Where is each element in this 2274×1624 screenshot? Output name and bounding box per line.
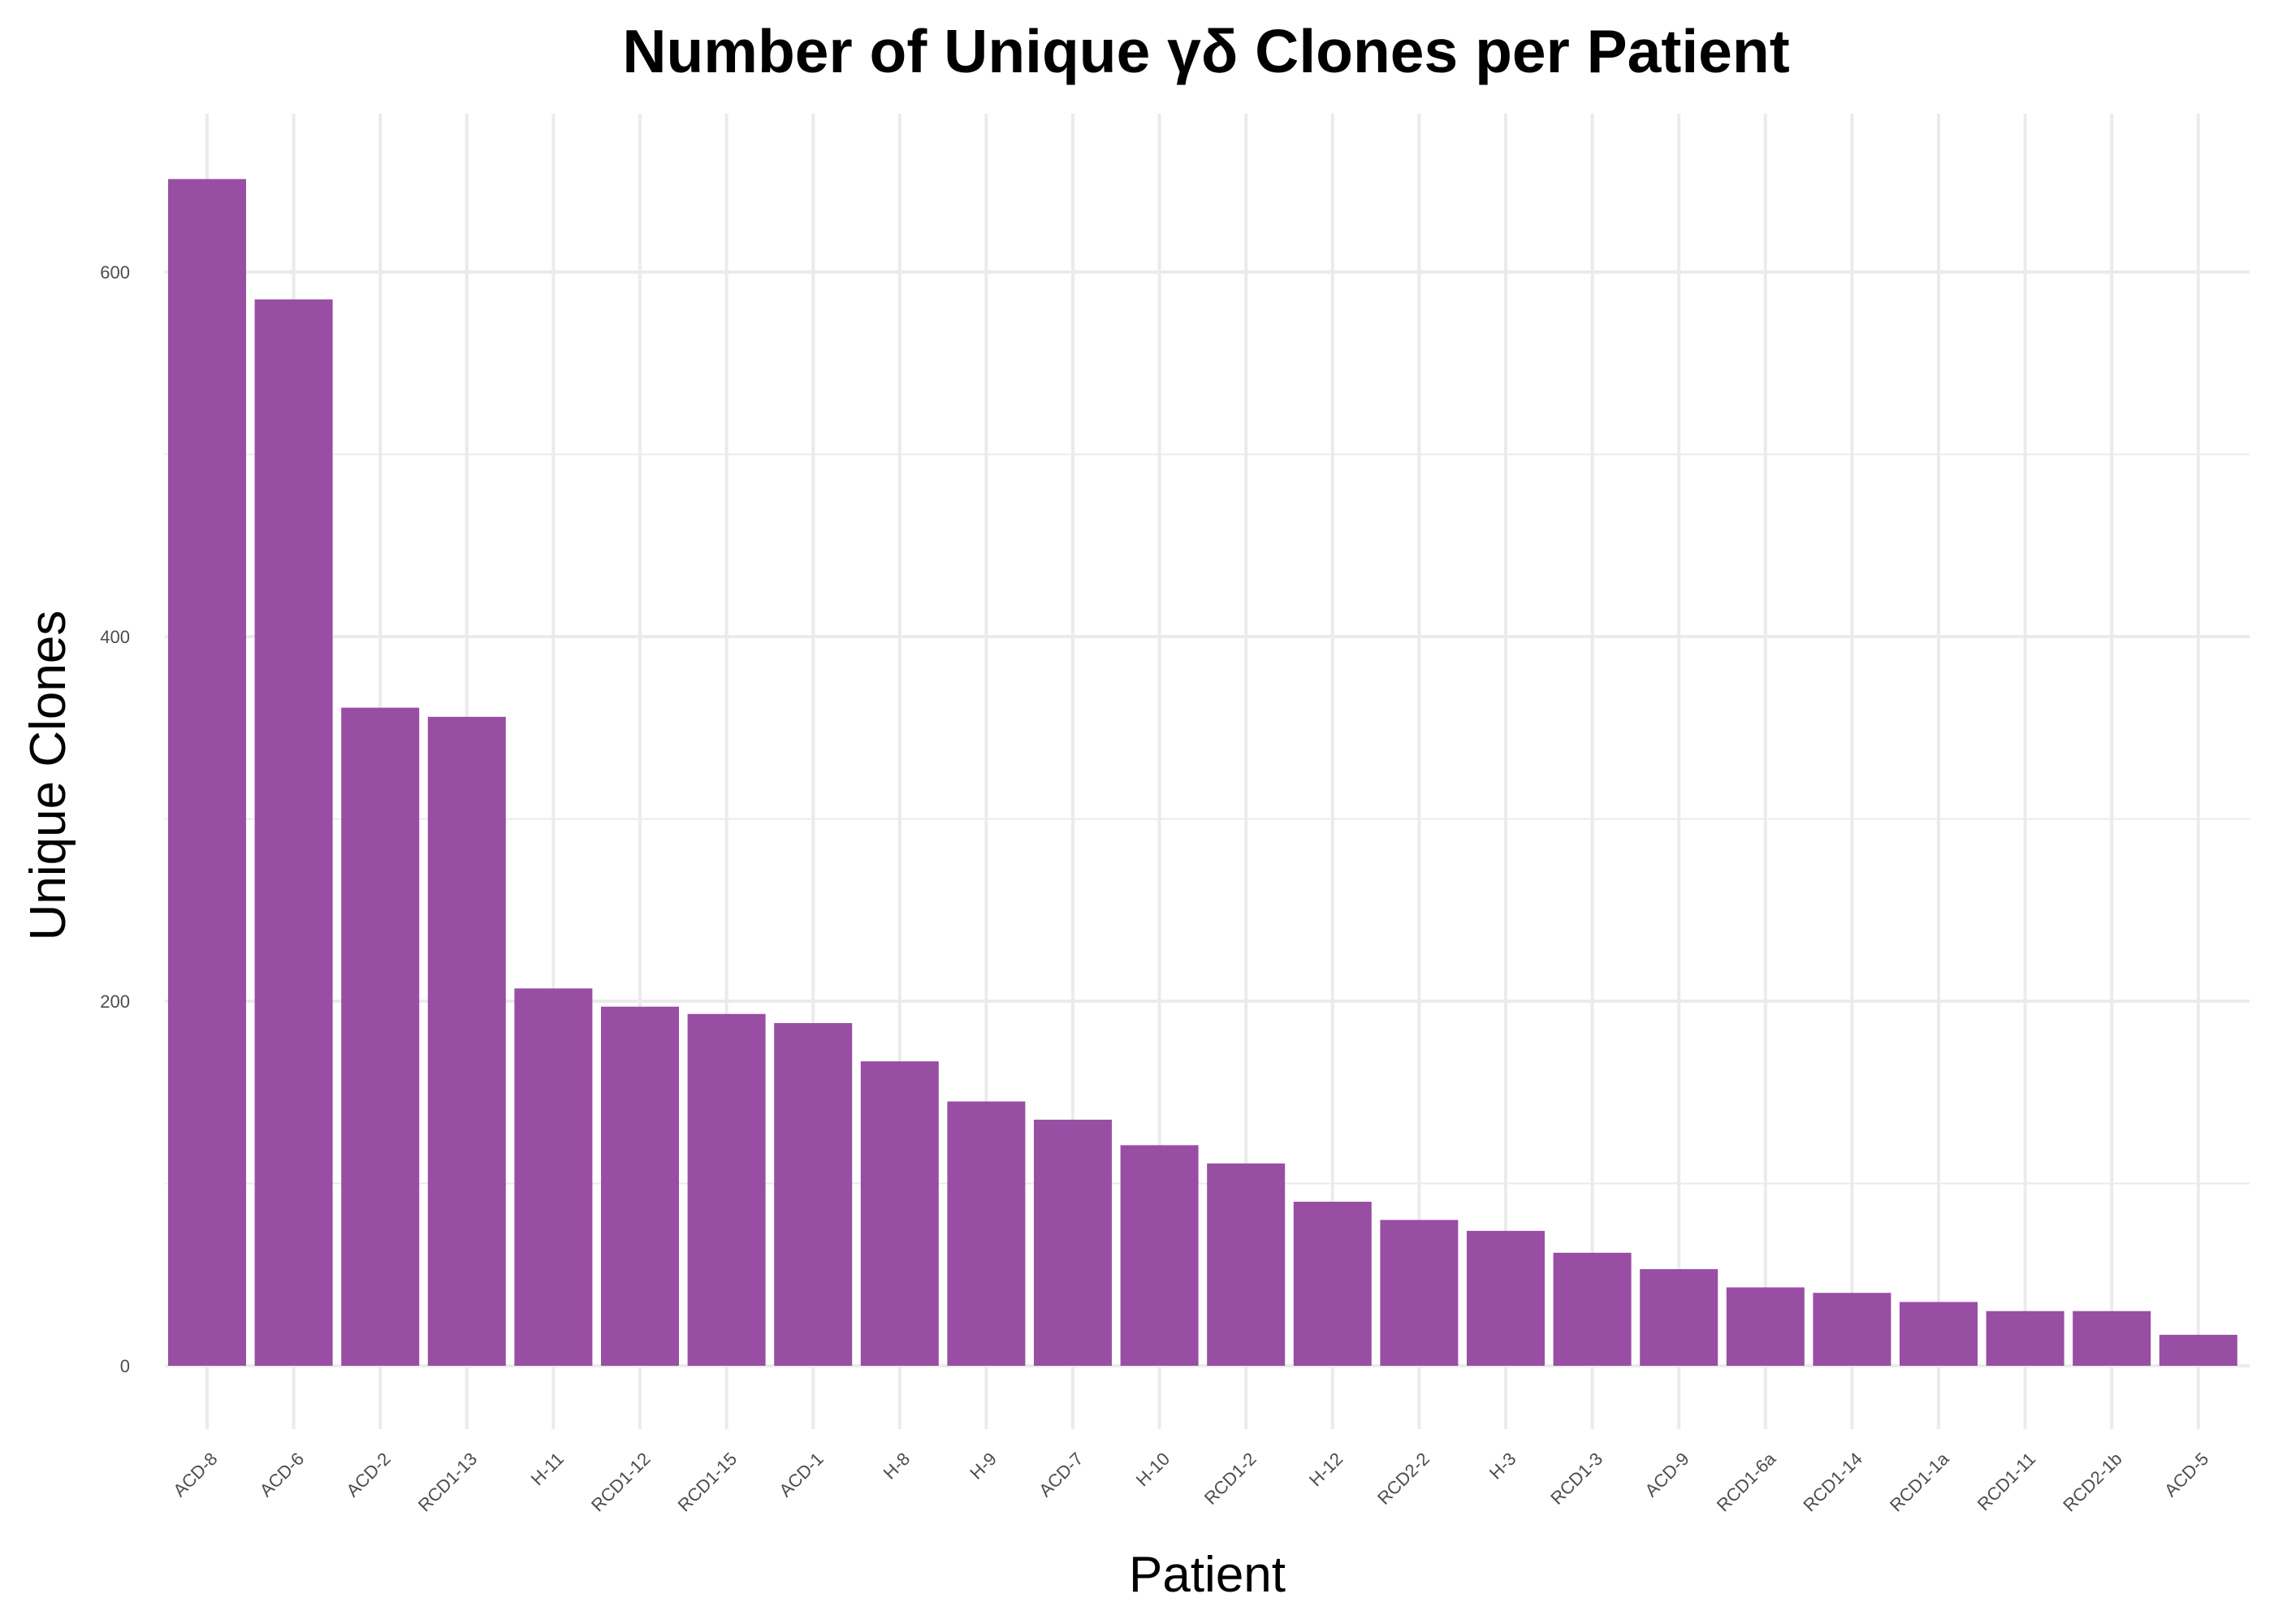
bar-H-9 — [947, 1101, 1026, 1366]
bar-ACD-1 — [774, 1022, 853, 1366]
x-tick-label: RCD2-2 — [1373, 1449, 1433, 1509]
x-tick-label: RCD1-3 — [1546, 1449, 1606, 1509]
y-tick-label: 200 — [100, 991, 130, 1012]
x-tick-label: RCD1-2 — [1200, 1449, 1260, 1509]
x-tick-label: H-8 — [880, 1449, 914, 1484]
bar-ACD-2 — [341, 707, 420, 1366]
x-tick-label: RCD1-1a — [1886, 1448, 1953, 1515]
bar-RCD2-2 — [1380, 1220, 1459, 1366]
x-tick-label: ACD-5 — [2160, 1449, 2212, 1501]
bar-H-3 — [1467, 1230, 1545, 1366]
bar-RCD1-2 — [1207, 1163, 1286, 1366]
bar-RCD1-11 — [1986, 1311, 2064, 1366]
y-tick-label: 0 — [120, 1356, 130, 1376]
bar-RCD1-13 — [427, 716, 506, 1366]
bar-ACD-7 — [1034, 1119, 1112, 1366]
y-tick-labels: 0 200 400 600 — [100, 262, 130, 1376]
bar-ACD-8 — [168, 179, 246, 1366]
bar-H-8 — [860, 1061, 939, 1366]
x-tick-label: H-10 — [1132, 1449, 1174, 1490]
bar-H-11 — [514, 988, 593, 1366]
bar-RCD1-3 — [1553, 1252, 1632, 1366]
x-tick-label: RCD1-13 — [414, 1449, 482, 1516]
x-tick-label: RCD1-6a — [1713, 1448, 1780, 1515]
x-tick-label: RCD1-14 — [1799, 1449, 1866, 1516]
x-tick-label: RCD1-11 — [1974, 1449, 2039, 1514]
x-tick-label: RCD2-1b — [2059, 1449, 2126, 1516]
x-axis-title: Patient — [1129, 1547, 1286, 1603]
bar-RCD1-14 — [1813, 1293, 1891, 1366]
bar-RCD2-1b — [2073, 1311, 2151, 1366]
x-tick-label: ACD-9 — [1641, 1449, 1693, 1501]
bar-ACD-6 — [254, 299, 333, 1366]
bar-RCD1-6a — [1726, 1287, 1805, 1366]
chart-title: Number of Unique γδ Clones per Patient — [622, 17, 1790, 85]
bar-ACD-5 — [2159, 1334, 2237, 1366]
x-tick-label: H-9 — [966, 1449, 1001, 1484]
x-tick-label: H-3 — [1485, 1449, 1520, 1484]
bar-RCD1-15 — [687, 1013, 766, 1366]
x-tick-label: RCD1-12 — [587, 1449, 655, 1516]
x-tick-label: H-11 — [527, 1449, 568, 1489]
y-tick-label: 400 — [100, 627, 130, 647]
bar-H-10 — [1120, 1145, 1199, 1366]
x-tick-label: ACD-1 — [775, 1449, 827, 1501]
x-tick-label: ACD-6 — [256, 1449, 308, 1501]
bar-RCD1-1a — [1900, 1302, 1978, 1366]
bars — [168, 179, 2237, 1366]
bar-H-12 — [1293, 1201, 1372, 1366]
x-tick-labels: ACD-8 ACD-6 ACD-2 RCD1-13 H-11 RCD1-12 RCD1-15… — [169, 1448, 2212, 1515]
x-tick-label: ACD-7 — [1035, 1449, 1087, 1501]
x-tick-label: H-12 — [1305, 1449, 1347, 1490]
x-tick-label: ACD-2 — [342, 1449, 394, 1501]
bar-ACD-9 — [1640, 1269, 1718, 1366]
y-tick-label: 600 — [100, 262, 130, 283]
y-axis-title: Unique Clones — [20, 611, 76, 941]
x-tick-label: RCD1-15 — [674, 1449, 741, 1516]
x-tick-label: ACD-8 — [169, 1449, 221, 1501]
bar-RCD1-12 — [601, 1006, 679, 1366]
